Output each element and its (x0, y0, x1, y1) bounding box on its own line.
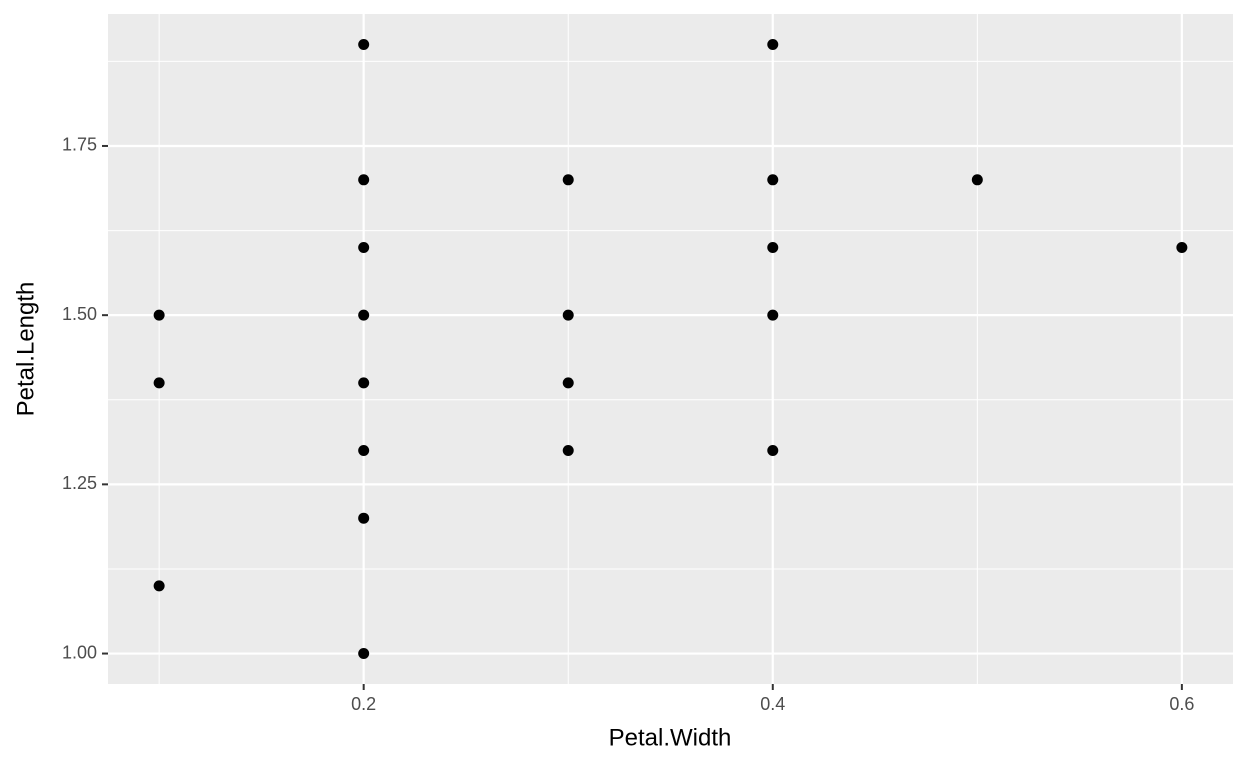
point (153, 580, 165, 592)
x-axis-title: Petal.Width (609, 724, 732, 751)
points (153, 38, 1188, 660)
point (358, 445, 370, 457)
x-tick-label: 0.6 (1169, 694, 1194, 714)
x-tick-label: 0.2 (351, 694, 376, 714)
point (767, 309, 779, 321)
y-tick-label: 1.25 (62, 473, 97, 493)
y-tick-label: 1.75 (62, 135, 97, 155)
point (767, 445, 779, 457)
point (358, 174, 370, 186)
grid (108, 14, 1233, 684)
point (153, 377, 165, 389)
point (358, 38, 370, 50)
point (153, 309, 165, 321)
panel (108, 14, 1233, 684)
point (358, 377, 370, 389)
x-tick-label: 0.4 (760, 694, 785, 714)
point (562, 377, 574, 389)
point (1176, 241, 1188, 253)
point (971, 174, 983, 186)
point (767, 241, 779, 253)
point (767, 174, 779, 186)
y-axis-title: Petal.Length (12, 282, 39, 417)
point (358, 648, 370, 660)
point (358, 309, 370, 321)
point (562, 309, 574, 321)
point (562, 174, 574, 186)
y-tick-label: 1.50 (62, 304, 97, 324)
point (562, 445, 574, 457)
point (358, 241, 370, 253)
y-tick-label: 1.00 (62, 642, 97, 662)
point (767, 38, 779, 50)
point (358, 512, 370, 524)
